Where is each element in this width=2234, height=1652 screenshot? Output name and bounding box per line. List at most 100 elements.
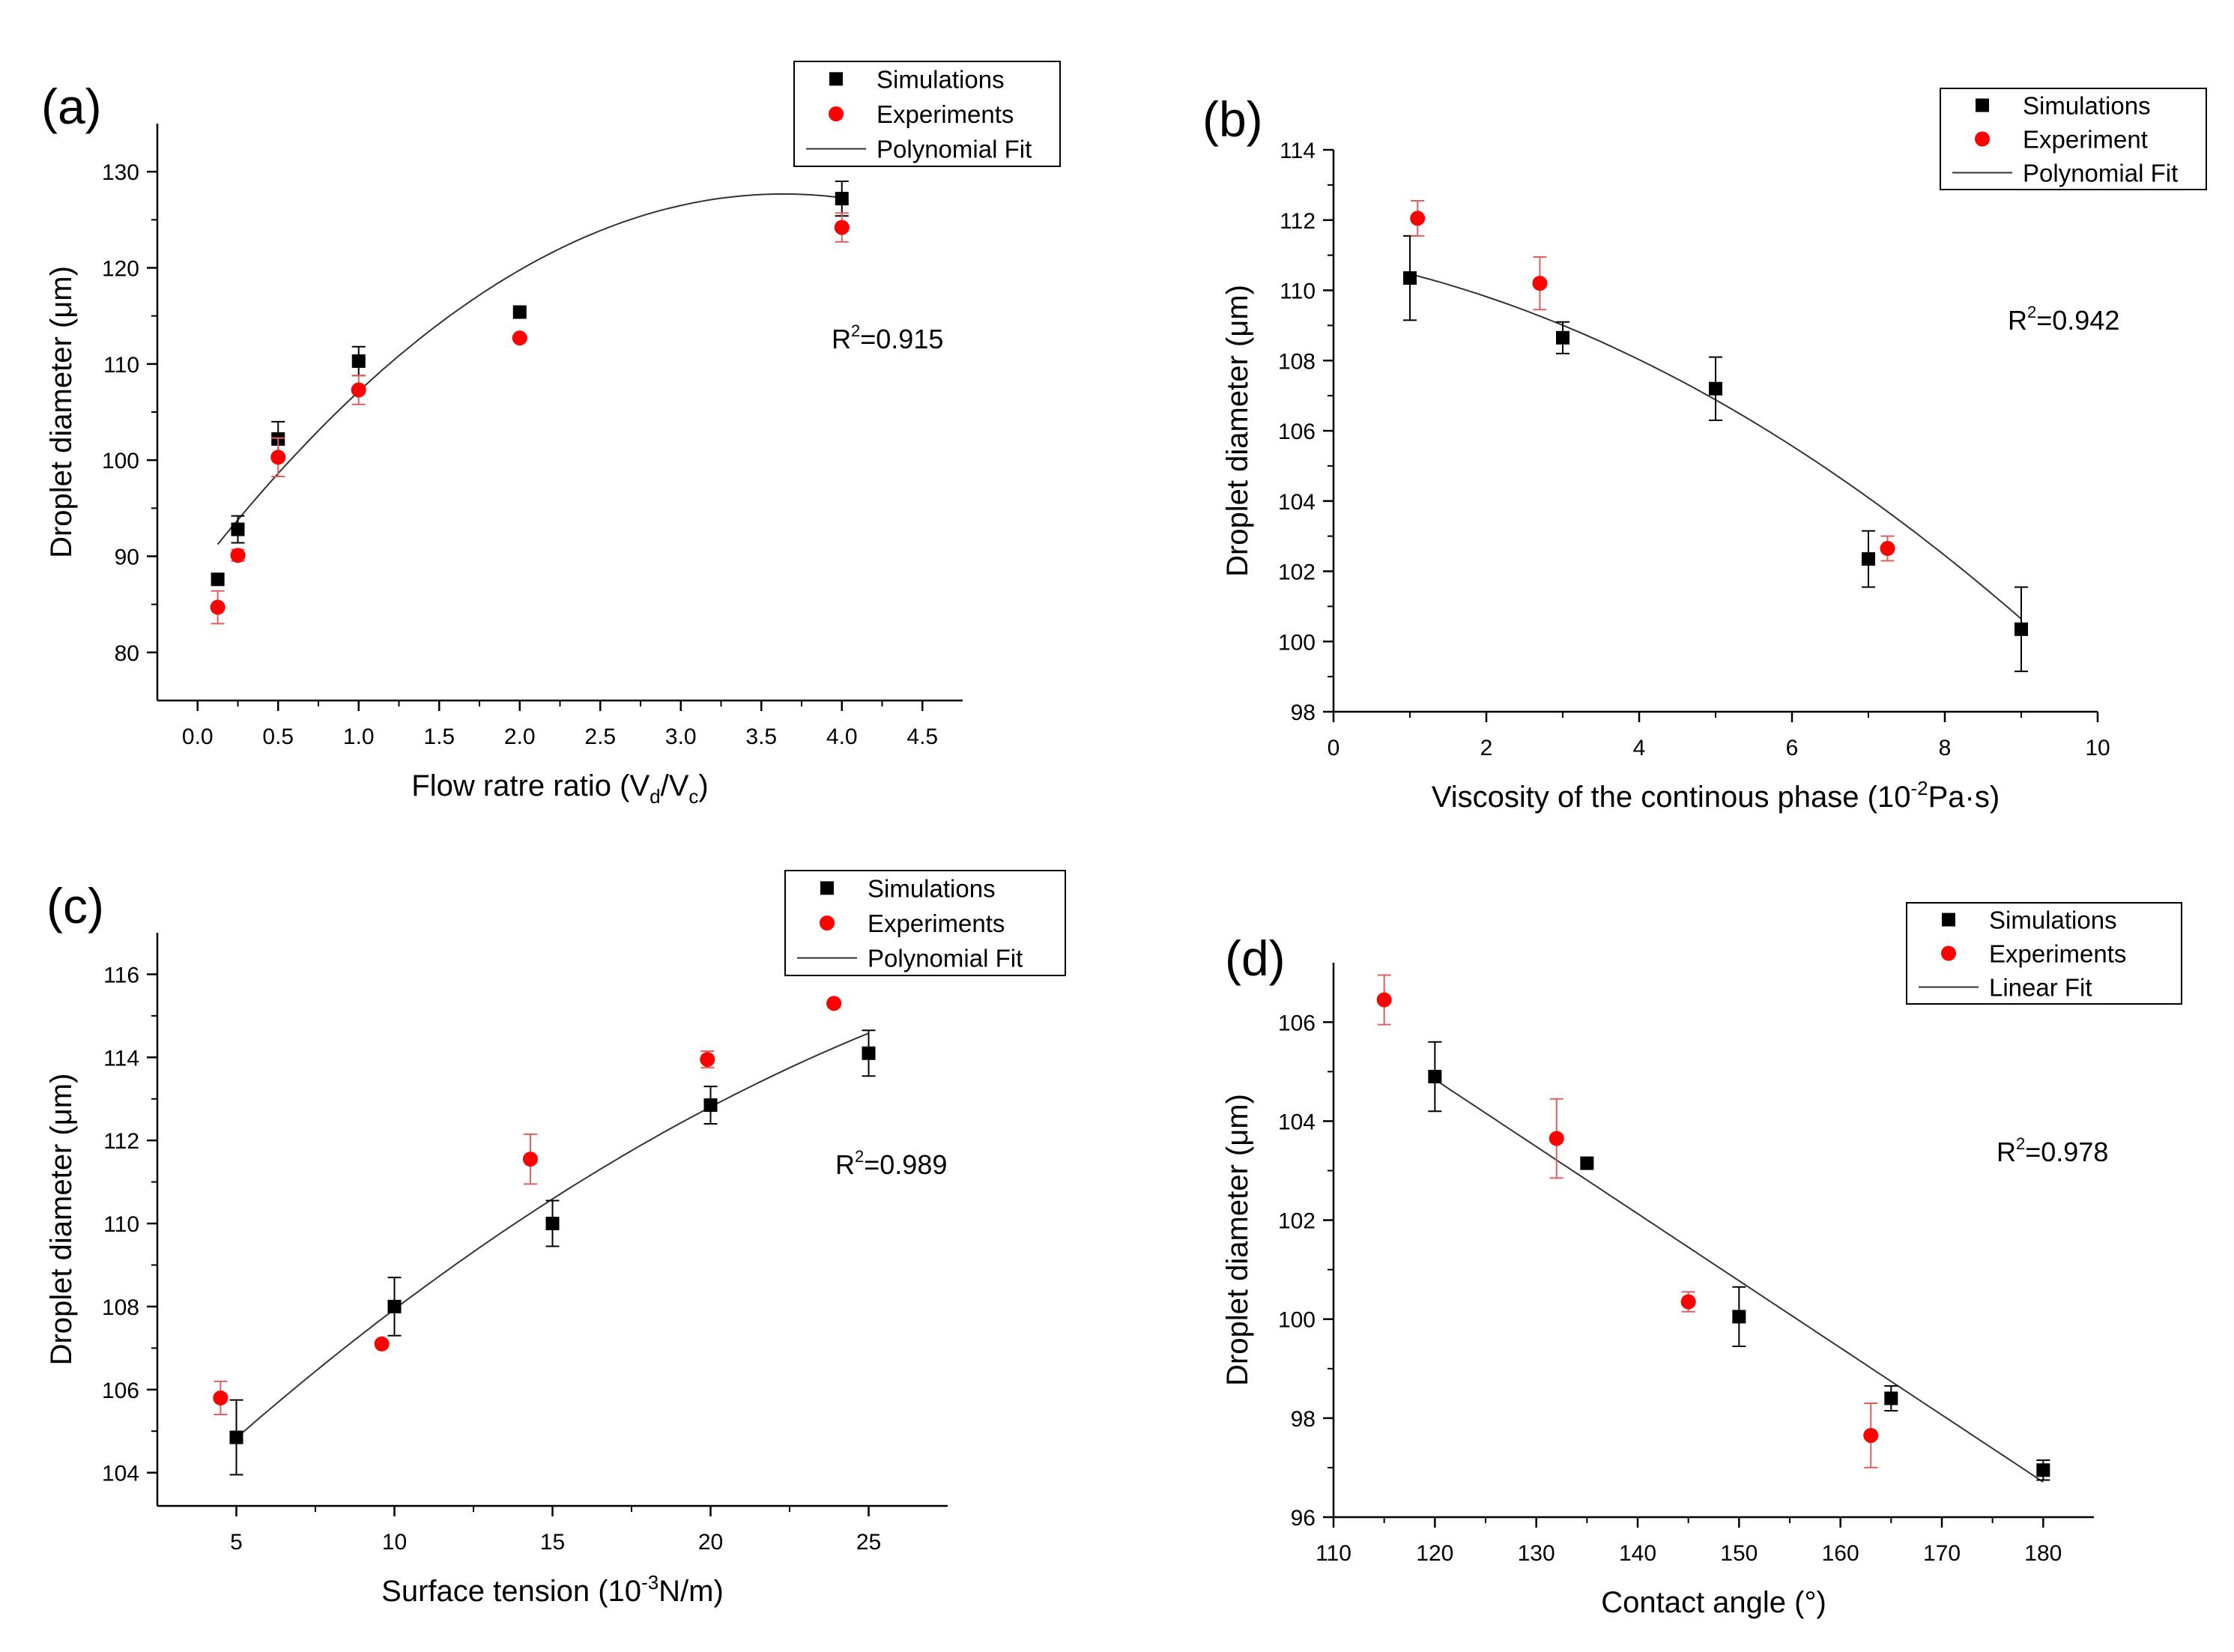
simulation-point [703,1098,718,1113]
x-axis-label: Flow ratre ratio (Vd/Vc) [411,769,708,808]
chart-panel-b: (b) 0 2 4 6 8 10 98 100 102 104 106 108 110 112 114 Visc… [1202,88,2207,814]
x-tick-label: 110 [1316,1541,1351,1566]
fit-line [235,1032,869,1438]
y-tick-label: 108 [102,1295,139,1320]
legend-entry: Experiments [868,910,1005,937]
y-tick-label: 106 [102,1379,139,1403]
y-tick-label: 106 [1278,420,1316,444]
x-tick-label: 0.5 [262,724,294,749]
simulation-point [387,1299,402,1313]
x-tick-label: 3.0 [665,724,697,749]
y-tick-label: 114 [103,1046,139,1071]
experiment-point [213,1390,228,1406]
y-tick-label: 100 [1278,1308,1316,1333]
x-tick-label: 130 [1518,1541,1555,1566]
x-tick-label: 6 [1786,736,1799,760]
x-tick-label: 120 [1416,1541,1453,1566]
y-tick-label: 98 [1291,1407,1316,1432]
experiment-point [1880,541,1895,557]
simulation-point [1580,1156,1594,1170]
experiment-point [1532,276,1548,291]
y-tick-label: 96 [1291,1506,1316,1531]
fit-line [217,193,842,545]
experiment-point [351,382,366,398]
legend: Simulations Experiment Polynomial Fit [1940,88,2207,190]
simulation-point [512,305,527,319]
r-squared-label: R2=0.915 [832,321,943,354]
r-squared-label: R2=0.942 [2008,303,2119,336]
y-axis-label: Droplet diameter (μm) [1221,285,1254,577]
x-tick-label: 1.5 [423,724,455,749]
legend-simulation-marker [820,881,834,895]
simulation-point [351,354,366,368]
legend-experiment-marker [1975,131,1990,147]
simulation-point [545,1217,560,1231]
y-tick-label: 108 [1278,349,1316,374]
legend-entry: Simulations [2023,92,2151,120]
y-tick-label: 110 [103,353,139,378]
legend: Simulations Experiments Linear Fit [1906,902,2182,1005]
x-tick-label: 10 [2085,736,2110,760]
legend-simulation-marker [829,72,843,86]
legend-experiment-marker [1941,945,1956,961]
simulation-point [835,192,849,206]
experiment-point [1680,1294,1696,1310]
x-tick-label: 4.0 [826,724,858,749]
y-tick-label: 102 [1278,1209,1316,1234]
y-tick-label: 112 [1280,209,1316,234]
x-tick-label: 180 [2024,1541,2062,1566]
experiment-point [700,1052,715,1068]
legend-experiment-marker [829,106,844,121]
chart-panel-a: (a) 0.0 0.5 1.0 1.5 2.0 2.5 3.0 3.5 4.0 4.5 80 90 100… [41,61,1061,808]
experiment-point [512,330,527,346]
legend-entry: Polynomial Fit [877,136,1032,163]
chart-panel-c: (c) 5 10 15 20 25 104 106 108 110 112 114 116 Surface… [45,870,1066,1608]
x-tick-label: 1.0 [343,724,375,749]
simulation-point [2036,1463,2050,1477]
experiment-point [1376,992,1392,1008]
legend: Simulations Experiments Polynomial Fit [793,61,1061,167]
y-axis-label: Droplet diameter (μm) [45,266,78,558]
legend-entry: Simulations [868,874,996,902]
fit-line [1434,1079,2044,1483]
simulation-point [1403,271,1417,285]
x-tick-label: 5 [230,1530,243,1555]
experiment-point [1863,1427,1879,1443]
y-tick-label: 114 [1280,139,1316,163]
y-tick-label: 116 [103,963,139,987]
x-tick-label: 2.5 [584,724,616,749]
y-tick-label: 102 [1278,560,1316,585]
legend-entry: Polynomial Fit [2023,160,2178,187]
y-tick-label: 106 [1278,1011,1316,1035]
y-tick-label: 104 [1278,490,1316,515]
panel-label: (a) [41,79,102,134]
experiment-point [270,450,286,465]
experiment-point [230,548,246,563]
x-tick-label: 0 [1328,736,1340,760]
y-axis-label: Droplet diameter (μm) [45,1074,78,1366]
x-tick-label: 0.0 [182,724,214,749]
x-axis-label: Viscosity of the continous phase (10-2Pa… [1432,777,2000,814]
y-tick-label: 90 [115,545,139,570]
x-tick-label: 20 [698,1530,723,1555]
x-axis-label: Surface tension (10-3N/m) [381,1571,724,1608]
legend-entry: Simulations [1989,907,2117,934]
x-tick-label: 150 [1720,1541,1758,1566]
y-tick-label: 130 [102,160,139,185]
legend-simulation-marker [1976,98,1989,112]
simulation-point [1709,381,1722,396]
x-tick-label: 4 [1633,736,1646,760]
simulation-point [231,522,245,536]
y-tick-label: 110 [103,1212,139,1237]
x-tick-label: 15 [540,1530,565,1555]
experiment-point [210,599,225,615]
y-tick-label: 80 [115,641,139,666]
y-tick-label: 100 [1278,630,1316,655]
x-tick-label: 170 [1923,1541,1961,1566]
y-tick-label: 100 [102,449,139,473]
legend-simulation-marker [1942,913,1955,927]
simulation-point [1862,552,1875,566]
x-tick-label: 10 [382,1530,407,1555]
x-axis-label: Contact angle (°) [1601,1586,1826,1619]
